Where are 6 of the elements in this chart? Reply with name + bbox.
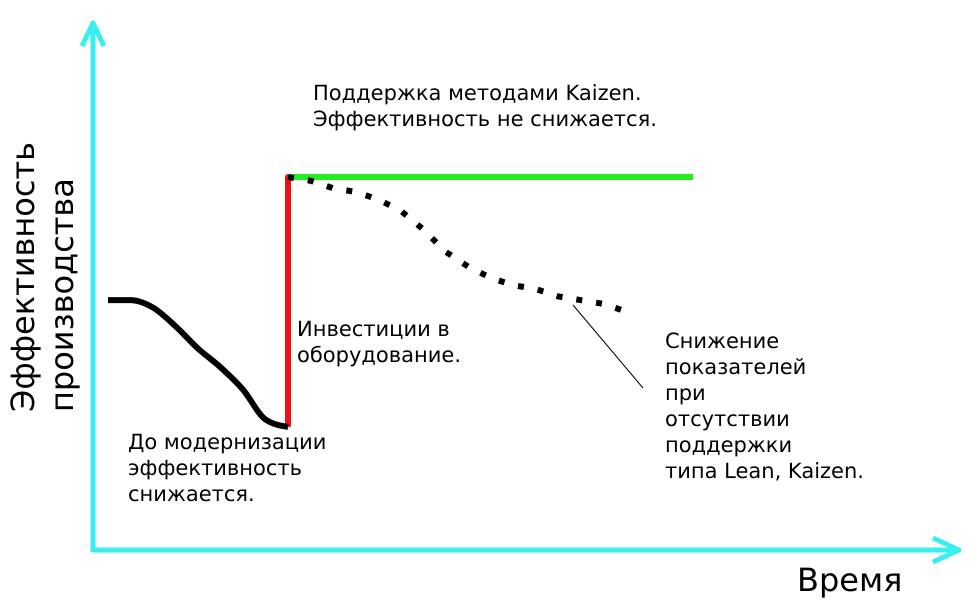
text: Поддержка методами Kaizen. Эффективность не снижается.	[313, 81, 657, 131]
x-axis-title: Время	[797, 561, 902, 599]
annotation: Снижение показателей при отсутствии поддержки типа Lean, Kaizen.	[665, 329, 864, 483]
annotation: До модернизации эффективность снижается.	[128, 430, 326, 506]
y-axis-title: Эффективность производства	[4, 142, 81, 412]
annotation: Инвестиции в оборудование.	[297, 317, 461, 367]
